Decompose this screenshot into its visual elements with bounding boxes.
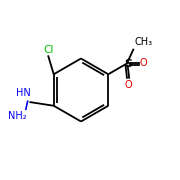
- Text: Cl: Cl: [43, 45, 53, 55]
- Text: S: S: [124, 59, 132, 69]
- Text: CH₃: CH₃: [134, 37, 153, 48]
- Text: O: O: [125, 80, 132, 90]
- Text: NH₂: NH₂: [8, 111, 27, 121]
- Text: O: O: [140, 58, 148, 68]
- Text: HN: HN: [17, 88, 31, 98]
